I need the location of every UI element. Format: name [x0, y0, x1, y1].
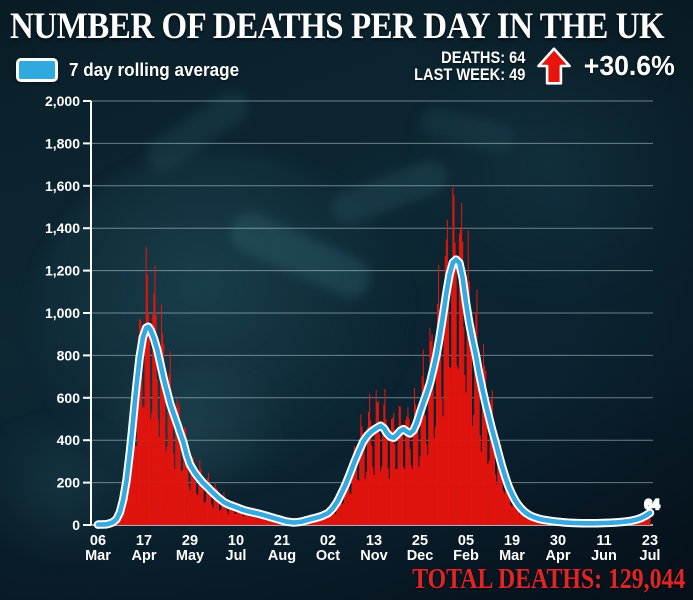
- x-tick-month: Dec: [407, 548, 434, 564]
- latest-value-label: 64: [644, 497, 660, 512]
- x-tick-day: 19: [504, 533, 520, 549]
- y-axis-label: 1,000: [45, 305, 80, 321]
- legend-label: 7 day rolling average: [69, 59, 240, 80]
- up-arrow-icon: [537, 47, 572, 85]
- y-axis-label: 400: [57, 432, 81, 448]
- total-deaths: TOTAL DEATHS: 129,044: [411, 564, 685, 595]
- legend-swatch-icon: [16, 58, 58, 82]
- x-tick-month: Mar: [85, 548, 111, 564]
- legend: 7 day rolling average: [16, 58, 248, 82]
- deaths-current: DEATHS: 64: [441, 47, 526, 67]
- x-tick-day: 23: [642, 533, 658, 549]
- x-tick-day: 02: [320, 533, 336, 549]
- x-tick-month: Feb: [453, 548, 479, 564]
- stats-lines: DEATHS: 64 LAST WEEK: 49: [413, 47, 526, 84]
- y-axis-label: 1,400: [45, 220, 80, 236]
- x-tick-month: May: [176, 548, 204, 564]
- y-axis-label: 800: [57, 347, 81, 363]
- x-tick-day: 13: [366, 533, 382, 549]
- rolling-average-line: [95, 257, 653, 527]
- y-axis-label: 1,800: [45, 135, 80, 151]
- daily-deaths-bars: [98, 187, 651, 525]
- x-tick-day: 06: [90, 533, 106, 549]
- x-tick-month: Apr: [546, 548, 571, 564]
- y-axis-label: 1,600: [45, 178, 80, 194]
- y-axis-label: 2,000: [45, 93, 80, 109]
- x-tick-day: 25: [412, 533, 428, 549]
- x-tick-month: Aug: [268, 548, 296, 564]
- x-tick-day: 17: [136, 533, 152, 549]
- x-tick-day: 05: [458, 533, 474, 549]
- y-axis-label: 0: [72, 517, 80, 533]
- x-tick-month: Apr: [132, 548, 157, 564]
- x-tick-month: Mar: [499, 548, 525, 564]
- y-axis-label: 200: [57, 475, 81, 491]
- x-tick-day: 11: [596, 533, 611, 549]
- y-axis-label: 1,200: [45, 263, 80, 279]
- stats-panel: DEATHS: 64 LAST WEEK: 49 +30.6%: [396, 47, 675, 85]
- x-tick-day: 29: [182, 533, 198, 549]
- x-tick-month: Oct: [316, 548, 340, 564]
- x-tick-month: Jun: [591, 548, 617, 564]
- x-tick-day: 21: [274, 533, 290, 549]
- x-tick-month: Jul: [226, 548, 247, 564]
- x-tick-day: 30: [550, 533, 566, 549]
- deaths-last-week: LAST WEEK: 49: [413, 65, 526, 84]
- x-tick-day: 10: [228, 533, 244, 549]
- x-axis-labels: 06Mar17Apr29May10Jul21Aug02Oct13Nov25Dec…: [85, 533, 660, 564]
- x-tick-month: Nov: [360, 548, 387, 564]
- page-title: NUMBER OF DEATHS PER DAY IN THE UK: [10, 6, 665, 47]
- percent-change: +30.6%: [584, 50, 675, 81]
- y-axis-label: 600: [57, 390, 81, 406]
- x-tick-month: Jul: [640, 548, 661, 564]
